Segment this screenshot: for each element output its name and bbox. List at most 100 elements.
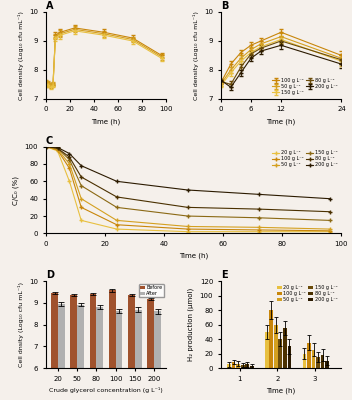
200 g L⁻¹ [186, 188, 190, 192]
Bar [274, 324, 278, 368]
Legend: 20 g L⁻¹, 100 g L⁻¹, 50 g L⁻¹, 150 g L⁻¹, 80 g L⁻¹, 200 g L⁻¹: 20 g L⁻¹, 100 g L⁻¹, 50 g L⁻¹, 150 g L⁻¹… [271, 149, 339, 169]
80 g L⁻¹ [44, 144, 48, 149]
Bar [232, 362, 235, 368]
150 g L⁻¹ [186, 214, 190, 218]
100 g L⁻¹ [327, 228, 332, 233]
Bar [51, 293, 58, 400]
Line: 20 g L⁻¹: 20 g L⁻¹ [44, 144, 332, 234]
Y-axis label: H₂ production (μmol): H₂ production (μmol) [188, 288, 194, 361]
20 g L⁻¹ [327, 229, 332, 234]
80 g L⁻¹ [79, 174, 83, 179]
Bar [325, 361, 329, 368]
Line: 100 g L⁻¹: 100 g L⁻¹ [44, 144, 332, 233]
20 g L⁻¹ [56, 148, 60, 153]
80 g L⁻¹ [327, 209, 332, 214]
X-axis label: Time (h): Time (h) [92, 118, 121, 124]
100 g L⁻¹ [56, 148, 60, 152]
Text: A: A [46, 1, 53, 11]
50 g L⁻¹ [56, 147, 60, 152]
Bar [265, 332, 269, 368]
150 g L⁻¹ [44, 144, 48, 149]
Bar [269, 310, 273, 368]
Bar [245, 364, 249, 368]
150 g L⁻¹ [115, 205, 119, 210]
Y-axis label: Cell dnsity (Log₁₀ cfu mL⁻¹): Cell dnsity (Log₁₀ cfu mL⁻¹) [18, 282, 24, 367]
Bar [227, 364, 231, 368]
Bar [135, 310, 142, 400]
Y-axis label: Cell density (Log₁₀ cfu mL⁻¹): Cell density (Log₁₀ cfu mL⁻¹) [193, 11, 199, 100]
Y-axis label: C/C₀ (%): C/C₀ (%) [13, 176, 19, 204]
20 g L⁻¹ [186, 229, 190, 234]
Bar [96, 307, 103, 400]
Text: E: E [221, 270, 227, 280]
X-axis label: Time (h): Time (h) [179, 253, 208, 259]
Text: D: D [46, 270, 54, 280]
Bar [312, 350, 315, 368]
80 g L⁻¹ [56, 146, 60, 151]
100 g L⁻¹ [79, 205, 83, 210]
Bar [147, 299, 154, 400]
200 g L⁻¹ [257, 192, 261, 197]
80 g L⁻¹ [186, 205, 190, 210]
50 g L⁻¹ [327, 227, 332, 232]
20 g L⁻¹ [257, 229, 261, 234]
Bar [278, 339, 282, 368]
100 g L⁻¹ [115, 222, 119, 227]
100 g L⁻¹ [67, 166, 71, 171]
Bar [77, 305, 84, 400]
50 g L⁻¹ [67, 162, 71, 166]
200 g L⁻¹ [56, 145, 60, 150]
X-axis label: Crude glycerol concentration (g L⁻¹): Crude glycerol concentration (g L⁻¹) [49, 387, 163, 393]
Bar [316, 357, 320, 368]
20 g L⁻¹ [79, 218, 83, 223]
200 g L⁻¹ [115, 179, 119, 184]
Bar [58, 304, 65, 400]
Text: C: C [46, 136, 53, 146]
Legend: 20 g L⁻¹, 100 g L⁻¹, 50 g L⁻¹, 150 g L⁻¹, 80 g L⁻¹, 200 g L⁻¹: 20 g L⁻¹, 100 g L⁻¹, 50 g L⁻¹, 150 g L⁻¹… [276, 284, 339, 304]
Bar [116, 311, 122, 400]
50 g L⁻¹ [44, 144, 48, 149]
150 g L⁻¹ [257, 215, 261, 220]
Legend: Before, After: Before, After [139, 284, 164, 298]
Bar [283, 328, 287, 368]
Bar [303, 354, 306, 368]
Bar [321, 355, 325, 368]
20 g L⁻¹ [115, 227, 119, 232]
Bar [109, 290, 116, 400]
Bar [70, 295, 77, 400]
Line: 80 g L⁻¹: 80 g L⁻¹ [44, 144, 332, 214]
Line: 50 g L⁻¹: 50 g L⁻¹ [44, 144, 332, 231]
200 g L⁻¹ [67, 151, 71, 156]
Bar [241, 365, 245, 368]
Bar [307, 343, 311, 368]
Line: 200 g L⁻¹: 200 g L⁻¹ [44, 144, 332, 201]
150 g L⁻¹ [327, 218, 332, 223]
Bar [288, 346, 291, 368]
Legend: 100 g L⁻¹, 50 g L⁻¹, 150 g L⁻¹, 80 g L⁻¹, 200 g L⁻¹: 100 g L⁻¹, 50 g L⁻¹, 150 g L⁻¹, 80 g L⁻¹… [271, 76, 339, 96]
Bar [250, 366, 253, 368]
X-axis label: Time (h): Time (h) [266, 118, 296, 124]
Bar [128, 295, 135, 400]
Bar [154, 311, 161, 400]
Text: B: B [221, 1, 228, 11]
50 g L⁻¹ [186, 224, 190, 229]
150 g L⁻¹ [56, 146, 60, 151]
20 g L⁻¹ [44, 144, 48, 149]
80 g L⁻¹ [67, 155, 71, 160]
50 g L⁻¹ [79, 196, 83, 201]
200 g L⁻¹ [327, 196, 332, 201]
Bar [236, 364, 240, 368]
150 g L⁻¹ [67, 157, 71, 162]
Line: 150 g L⁻¹: 150 g L⁻¹ [44, 144, 332, 222]
100 g L⁻¹ [44, 144, 48, 149]
80 g L⁻¹ [257, 207, 261, 212]
X-axis label: Time (h): Time (h) [266, 387, 296, 394]
Y-axis label: Cell density (Log₁₀ cfu mL⁻¹): Cell density (Log₁₀ cfu mL⁻¹) [18, 11, 24, 100]
20 g L⁻¹ [67, 179, 71, 184]
100 g L⁻¹ [186, 227, 190, 232]
200 g L⁻¹ [79, 163, 83, 168]
Bar [90, 294, 96, 400]
150 g L⁻¹ [79, 183, 83, 188]
200 g L⁻¹ [44, 144, 48, 149]
100 g L⁻¹ [257, 228, 261, 232]
